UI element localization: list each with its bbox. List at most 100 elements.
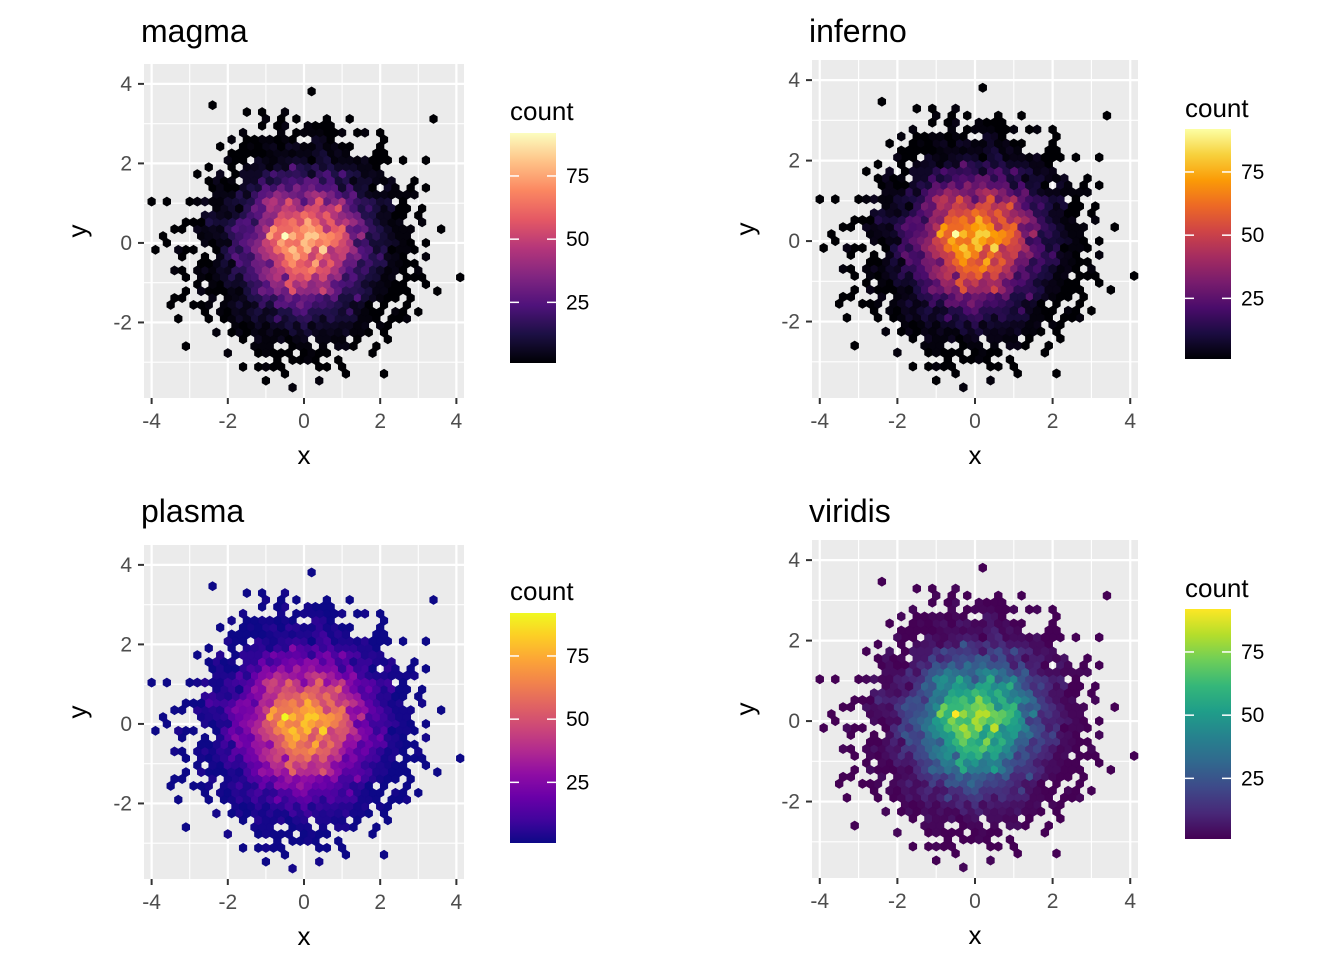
hexbin-cell [284, 787, 293, 798]
hexbin-cell [292, 293, 301, 303]
y-axis-title: y [62, 706, 92, 719]
hexbin-cell [360, 306, 370, 317]
hexbin-cell [398, 196, 408, 207]
x-axis-title: x [969, 920, 982, 950]
hexbin-cell [261, 815, 271, 826]
hexbin-cell [326, 656, 335, 667]
hexbin-cell [147, 677, 156, 688]
hexbin-cell [284, 182, 293, 193]
hexbin-cell [943, 723, 953, 734]
hexbin-cell [1095, 277, 1104, 288]
hexbin-cell [1025, 333, 1034, 344]
hexbin-cell [1044, 340, 1053, 351]
hexbin-cell [204, 231, 213, 241]
hexbin-cell [349, 272, 358, 283]
chart-title: viridis [809, 493, 891, 529]
hexbin-cell [986, 361, 995, 372]
hexbin-cell [831, 194, 840, 205]
hexbin-cell [284, 320, 293, 331]
x-axis-title: x [969, 440, 982, 470]
hexbin-cell [292, 334, 301, 345]
hexbin-cell [360, 155, 370, 166]
hexbin-cell [1071, 208, 1081, 219]
hexbin-cell [1091, 695, 1100, 706]
x-tick-label: -4 [810, 410, 829, 433]
hexbin-cell [227, 643, 236, 654]
hexbin-cell [315, 375, 324, 386]
hexbin-cell [1013, 201, 1022, 212]
hexbin-cell [1032, 194, 1042, 205]
hexbin-cell [277, 636, 286, 647]
hexbin-cell [265, 134, 274, 145]
hexbin-cell [1005, 159, 1015, 170]
hexbin-cell [235, 629, 244, 640]
hexbin-cell [353, 801, 362, 812]
hexbin-cell [307, 636, 316, 647]
hexbin-cell [1071, 152, 1081, 163]
hexbin-cell [353, 718, 362, 729]
x-tick-label: 4 [451, 891, 463, 914]
hexbin-cell [387, 794, 396, 805]
hexbin-cell [1095, 757, 1104, 768]
hexbin-layer [147, 86, 465, 393]
hexbin-cell [204, 780, 213, 791]
hexbin-cell [238, 251, 248, 262]
hexbin-cell [410, 725, 419, 736]
hexbin-cell [990, 750, 999, 761]
hexbin-cell [284, 237, 293, 248]
hexbin-cell [978, 152, 987, 163]
hexbin-cell [349, 258, 358, 269]
hexbin-cell [955, 319, 964, 330]
hexbin-cell [372, 725, 381, 736]
hexbin-cell [978, 799, 987, 810]
hexbin-cell [978, 319, 987, 330]
hexbin-cell [1032, 166, 1042, 177]
hexbin-cell [261, 718, 271, 729]
hexbin-cell [280, 767, 290, 778]
hexbin-cell [986, 632, 995, 643]
hexbin-cell [986, 855, 995, 866]
hexbin-cell [238, 608, 248, 619]
hexbin-cell [924, 361, 933, 372]
hexbin-cell [437, 705, 446, 716]
legend-tick-label: 50 [566, 708, 589, 731]
hexbin-cell [246, 169, 255, 180]
hexbin-cell [889, 750, 898, 761]
hexbin-cell [387, 725, 396, 736]
hexbin-cell [846, 702, 855, 713]
legend: count 25 50 75 [1185, 93, 1264, 359]
hexbin-cell [387, 189, 396, 200]
hexbin-cell [277, 141, 286, 152]
hexbin-cell [959, 215, 968, 226]
hexbin-cell [353, 155, 362, 166]
x-tick-label: 0 [969, 410, 981, 433]
hexbin-cell [296, 272, 305, 283]
hexbin-cell [982, 681, 991, 692]
hexbin-cell [383, 691, 392, 702]
hexbin-cell [885, 688, 894, 699]
hexbin-cell [877, 576, 887, 587]
hexbin-cell [982, 270, 991, 281]
hexbin-cell [1040, 166, 1050, 177]
hexbin-cell [360, 677, 370, 688]
hexbin-cell [1060, 312, 1069, 323]
hexbin-cell [1021, 681, 1030, 692]
hexbin-cell [904, 187, 914, 198]
hexbin-cell [947, 827, 956, 838]
hexbin-cell [1013, 145, 1022, 156]
hexbin-cell [1079, 771, 1088, 782]
hexbin-cell [349, 753, 358, 764]
hexbin-cell [932, 347, 941, 358]
hexbin-cell [315, 334, 324, 345]
hexbin-cell [261, 361, 271, 372]
hexbin-cell [284, 251, 293, 262]
hexbin-cell [1025, 632, 1034, 643]
hexbin-cell [216, 650, 225, 661]
hexbin-cell [360, 169, 370, 180]
hexbin-cell [265, 615, 274, 626]
legend-colorbar [1185, 609, 1231, 839]
hexbin-cell [307, 86, 316, 97]
legend-colorbar [510, 613, 556, 843]
hexbin-cell [912, 326, 921, 337]
